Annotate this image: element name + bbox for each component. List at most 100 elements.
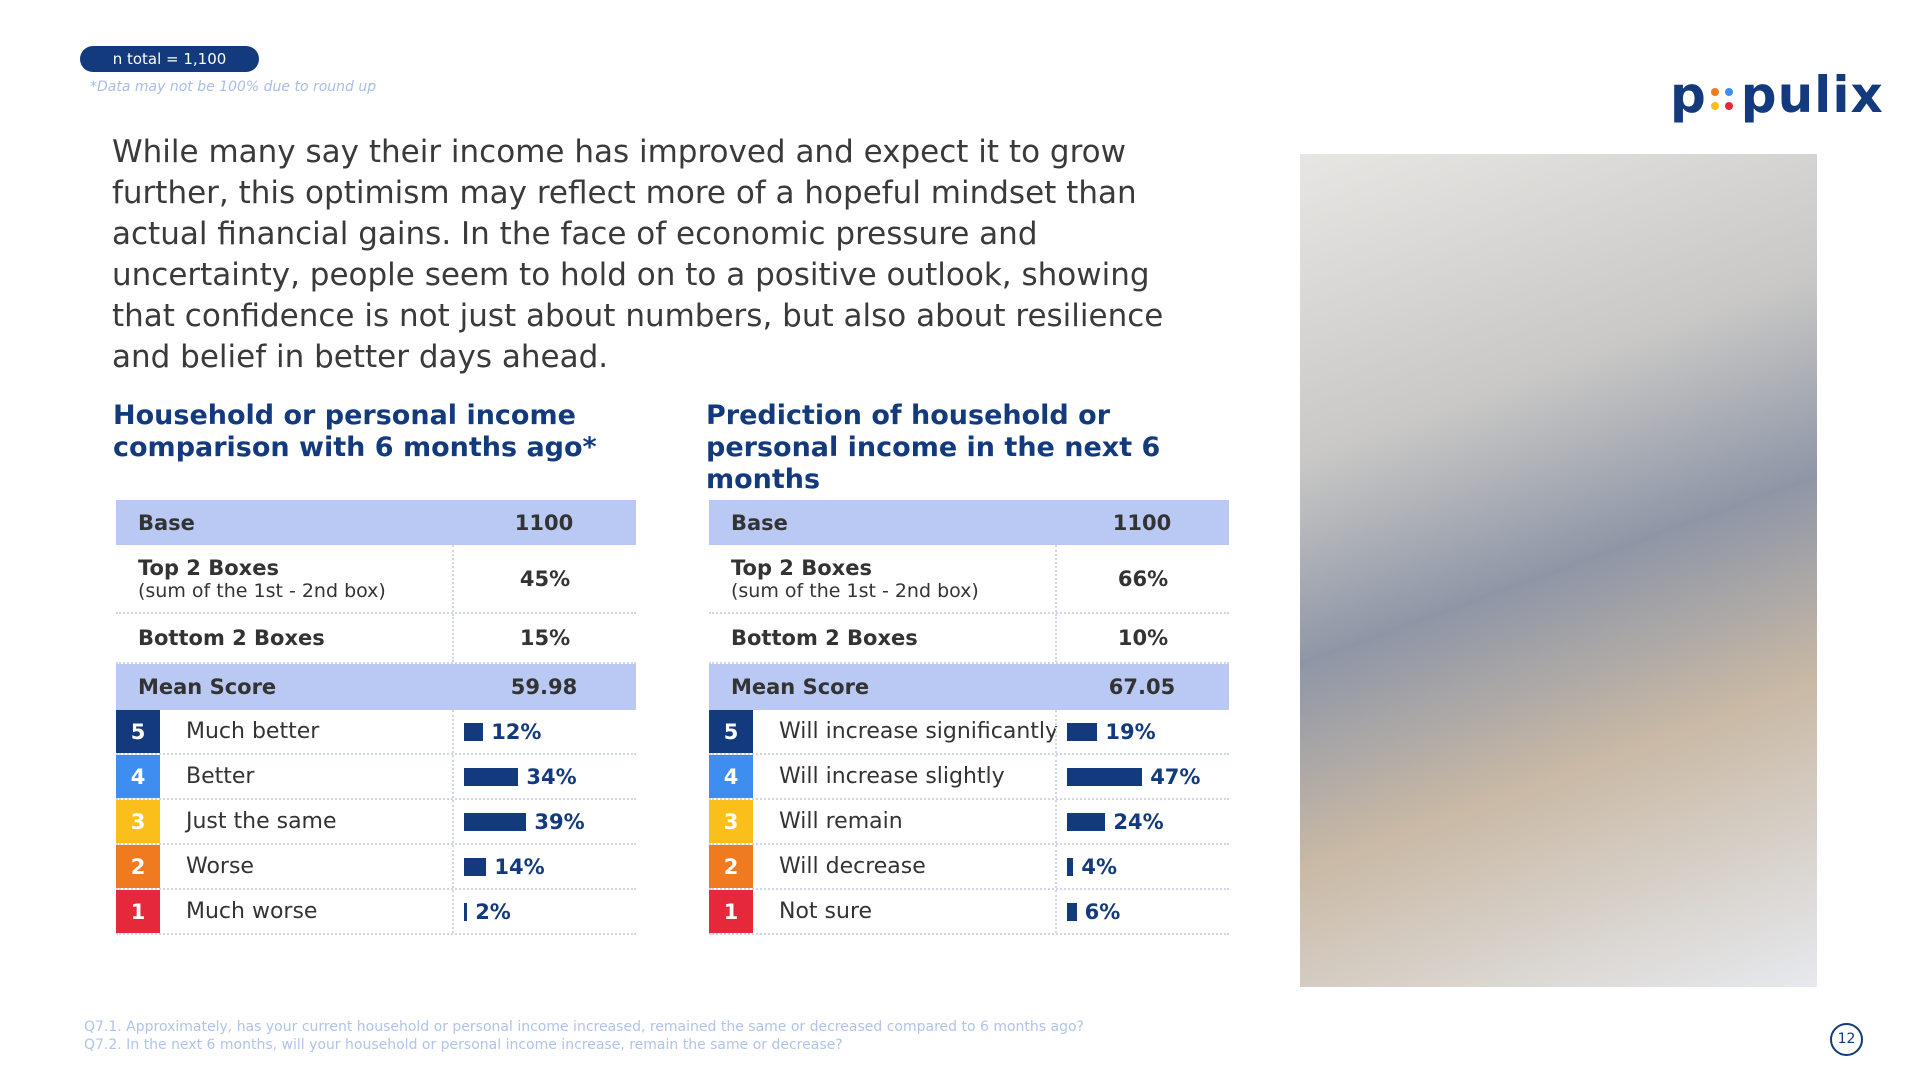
footnote: Q7.1. Approximately, has your current ho… [84, 1019, 1084, 1035]
logo-dots [1710, 87, 1733, 110]
scale-row: 4 Will increase slightly 47% [709, 755, 1229, 800]
bar [464, 857, 487, 876]
scale-row: 2 Will decrease 4% [709, 845, 1229, 890]
scale-label: Will increase significantly [779, 719, 1059, 744]
label: Base [138, 510, 195, 535]
table-row: Top 2 Boxes (sum of the 1st - 2nd box) 45% [116, 545, 636, 614]
scale-label: Much worse [186, 899, 318, 924]
bar [1067, 767, 1143, 786]
scale-label: Not sure [779, 899, 873, 924]
table-row: Top 2 Boxes (sum of the 1st - 2nd box) 66% [709, 545, 1229, 614]
scale-row: 3 Will remain 24% [709, 800, 1229, 845]
bar-value: 4% [1081, 854, 1118, 879]
scale-label: Will decrease [779, 854, 926, 879]
table-row: Base 1100 [116, 500, 636, 545]
bar [1067, 857, 1074, 876]
bar-cell: 4% [1055, 845, 1229, 888]
label: Top 2 Boxes [731, 555, 872, 580]
bar [1067, 812, 1106, 831]
bar-value: 47% [1150, 764, 1201, 789]
score-badge: 2 [116, 845, 160, 888]
bar-value: 6% [1084, 899, 1121, 924]
scale-label: Worse [186, 854, 254, 879]
bar-cell: 12% [452, 710, 636, 753]
table-title: Household or personal income comparison … [113, 400, 597, 463]
row-value: 67.05 [1108, 675, 1176, 699]
label: Base [731, 510, 788, 535]
bar-cell: 34% [452, 755, 636, 798]
row-label: Bottom 2 Boxes [709, 626, 918, 650]
row-label: Top 2 Boxes (sum of the 1st - 2nd box) [116, 556, 386, 602]
score-badge: 4 [116, 755, 160, 798]
row-value: 66% [1055, 545, 1229, 612]
bar-cell: 2% [452, 890, 636, 933]
scale-label: Better [186, 764, 255, 789]
bar-value: 19% [1105, 719, 1156, 744]
scale-label: Will remain [779, 809, 903, 834]
row-label: Mean Score [116, 675, 276, 699]
bar [1067, 722, 1098, 741]
label: Top 2 Boxes [138, 555, 279, 580]
scale-row: 1 Much worse 2% [116, 890, 636, 935]
table-row: Bottom 2 Boxes 15% [116, 614, 636, 664]
scale-row: 3 Just the same 39% [116, 800, 636, 845]
row-value: 59.98 [510, 675, 578, 699]
sublabel: (sum of the 1st - 2nd box) [138, 579, 386, 602]
scale-label: Much better [186, 719, 320, 744]
logo: p pulix [1670, 66, 1884, 124]
table-title: Prediction of household or personal inco… [706, 400, 1161, 495]
table-row: Base 1100 [709, 500, 1229, 545]
scale-label: Just the same [186, 809, 337, 834]
scale-row: 1 Not sure 6% [709, 890, 1229, 935]
row-value: 1100 [1112, 510, 1172, 535]
bar-cell: 19% [1055, 710, 1229, 753]
bar [464, 902, 468, 921]
scale-row: 5 Much better 12% [116, 710, 636, 755]
scale-row: 4 Better 34% [116, 755, 636, 800]
bar [464, 812, 527, 831]
page-number: 12 [1830, 1023, 1863, 1056]
bar-cell: 39% [452, 800, 636, 843]
scale-row: 5 Will increase significantly 19% [709, 710, 1229, 755]
bar-cell: 24% [1055, 800, 1229, 843]
row-value: 15% [452, 614, 636, 662]
scale-label: Will increase slightly [779, 764, 1005, 789]
label: Bottom 2 Boxes [731, 626, 918, 650]
bar [464, 767, 519, 786]
bar [1067, 902, 1077, 921]
footnotes: Q7.1. Approximately, has your current ho… [84, 1018, 1084, 1054]
bar-value: 2% [475, 899, 511, 924]
score-badge: 1 [709, 890, 753, 933]
bar-cell: 47% [1055, 755, 1229, 798]
scale-row: 2 Worse 14% [116, 845, 636, 890]
bar-cell: 6% [1055, 890, 1229, 933]
score-badge: 1 [116, 890, 160, 933]
score-badge: 3 [116, 800, 160, 843]
footnote: Q7.2. In the next 6 months, will your ho… [84, 1037, 843, 1053]
photo [1300, 154, 1817, 987]
table-row: Mean Score 67.05 [709, 664, 1229, 710]
row-label: Mean Score [709, 675, 869, 699]
bar-value: 14% [494, 854, 545, 879]
note: *Data may not be 100% due to round up [90, 79, 377, 95]
sublabel: (sum of the 1st - 2nd box) [731, 579, 979, 602]
bar-value: 12% [491, 719, 542, 744]
row-value: 45% [452, 545, 636, 612]
label: Bottom 2 Boxes [138, 626, 325, 650]
table-row: Bottom 2 Boxes 10% [709, 614, 1229, 664]
score-badge: 5 [709, 710, 753, 753]
label: Mean Score [138, 675, 277, 699]
table-row: Mean Score 59.98 [116, 664, 636, 710]
paragraph: While many say their income has improved… [112, 134, 1164, 375]
score-badge: 4 [709, 755, 753, 798]
logo-text: p [1670, 66, 1707, 124]
row-label: Base [116, 511, 195, 535]
table: Base 1100 Top 2 Boxes (sum of the 1st - 2nd… [709, 500, 1229, 935]
sample-size: n total = 1,100 [80, 46, 259, 72]
row-label: Base [709, 511, 788, 535]
logo-text: pulix [1740, 66, 1884, 124]
row-value: 1100 [514, 510, 574, 535]
table: Base 1100 Top 2 Boxes (sum of the 1st - 2nd… [116, 500, 636, 935]
score-badge: 3 [709, 800, 753, 843]
